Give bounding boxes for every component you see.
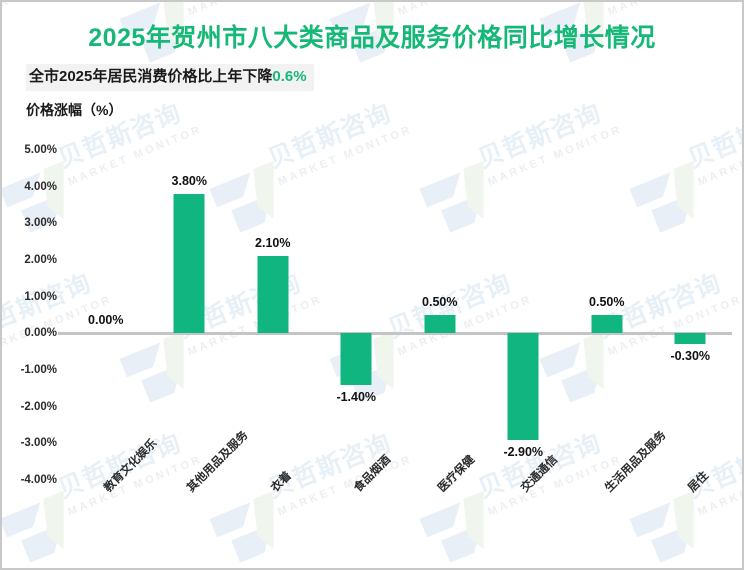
plot-wrapper: 0.00% 3.80% 2.10% -1.40% 0.50% -2.90% 0.50% -0.… <box>2 134 742 564</box>
chart-header: 2025年贺州市八大类商品及服务价格同比增长情况 全市2025年居民消费价格比上… <box>2 18 742 120</box>
bar-value-label: 0.50% <box>589 295 625 309</box>
bar-slot: 3.80% <box>148 150 232 480</box>
bar[interactable] <box>591 315 623 334</box>
watermark-brand-cn: 贝哲斯咨询 <box>2 2 109 5</box>
watermark-brand-en: MARKET MONITOR <box>2 2 114 18</box>
subtitle-row: 全市2025年居民消费价格比上年下降0.6% <box>26 64 742 92</box>
bar[interactable] <box>340 333 372 385</box>
bar-slot: -0.30% <box>649 150 733 480</box>
bar[interactable] <box>257 256 289 334</box>
bar-value-label: -0.30% <box>670 349 711 364</box>
bar[interactable] <box>507 333 539 440</box>
bar-slot: 0.50% <box>565 150 649 480</box>
y-axis-tick-label: 3.00% <box>24 217 57 230</box>
bar-value-label: -1.40% <box>336 389 377 404</box>
y-axis-tick-label: -3.00% <box>20 437 57 450</box>
plot-area: 0.00% 3.80% 2.10% -1.40% 0.50% -2.90% 0.50% -0.… <box>21 144 732 486</box>
watermark-brand-cn: 贝哲斯咨询 <box>592 2 739 5</box>
subtitle-highlight-value: 0.6% <box>272 68 307 85</box>
y-axis-tick-label: 1.00% <box>24 290 57 303</box>
zero-baseline <box>58 332 732 336</box>
bar-value-label: 0.50% <box>422 295 458 309</box>
watermark-brand-en: MARKET MONITOR <box>186 2 324 18</box>
subtitle-text: 全市2025年居民消费价格比上年下降 <box>29 68 273 85</box>
bar-slot: 2.10% <box>231 150 315 480</box>
bar-value-label: 2.10% <box>255 236 291 251</box>
y-axis-tick-label: -1.00% <box>20 364 57 376</box>
bar[interactable] <box>674 333 706 345</box>
bar-slot: 0.50% <box>398 150 482 480</box>
watermark-brand-cn: 贝哲斯咨询 <box>382 2 529 5</box>
watermark-brand-cn: 贝哲斯咨询 <box>172 2 319 5</box>
bar-slot: -2.90% <box>482 150 566 480</box>
bar-series: 0.00% 3.80% 2.10% -1.40% 0.50% -2.90% 0.50% -0.… <box>64 150 732 480</box>
bar-slot: -1.40% <box>315 150 399 480</box>
bar-value-label: 3.80% <box>171 174 207 188</box>
subtitle-banner: 全市2025年居民消费价格比上年下降0.6% <box>26 64 314 92</box>
y-axis-tick-label: 0.00% <box>24 327 57 340</box>
bar[interactable] <box>173 194 205 334</box>
y-axis-caption: 价格涨幅（%） <box>26 102 123 119</box>
bar[interactable] <box>424 315 456 334</box>
y-axis-tick-label: 4.00% <box>24 180 57 193</box>
watermark-brand-en: MARKET MONITOR <box>606 2 742 18</box>
watermark-brand-en: MARKET MONITOR <box>396 2 534 18</box>
page-title: 2025年贺州市八大类商品及服务价格同比增长情况 <box>88 24 656 52</box>
bar-value-label: 0.00% <box>88 313 124 328</box>
y-axis-tick-label: 5.00% <box>24 144 57 156</box>
y-axis-tick-label: -2.00% <box>20 400 57 413</box>
bar-value-label: -2.90% <box>503 444 544 459</box>
y-axis-tick-label: 2.00% <box>24 254 57 266</box>
y-axis-tick-label: -4.00% <box>20 474 57 486</box>
x-axis-labels: 教育文化娱乐 其他用品及服务 衣着 食品烟酒 医疗保健 交通通信 生活用品及服务 居住 <box>64 429 732 564</box>
bar-slot: 0.00% <box>64 150 148 480</box>
